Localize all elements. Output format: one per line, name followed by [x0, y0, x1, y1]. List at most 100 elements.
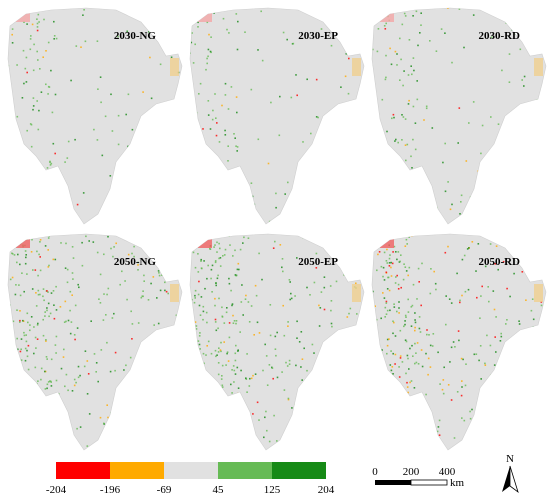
speckle	[215, 284, 217, 287]
map-panel: 2050-RD	[371, 233, 547, 451]
speckle	[399, 37, 401, 40]
speckle	[19, 174, 21, 176]
speckle	[201, 189, 204, 191]
speckle	[350, 370, 353, 372]
speckle	[292, 42, 295, 45]
speckle	[386, 262, 389, 264]
speckle	[429, 366, 432, 368]
speckle	[109, 370, 112, 373]
speckle	[86, 393, 89, 395]
speckle	[231, 409, 234, 411]
speckle	[526, 261, 529, 264]
speckle	[356, 313, 358, 315]
speckle	[301, 358, 304, 360]
speckle	[80, 46, 82, 48]
speckle	[358, 446, 360, 449]
speckle	[450, 399, 453, 401]
speckle	[200, 363, 203, 366]
speckle	[81, 264, 84, 267]
speckle	[202, 318, 204, 321]
speckle	[219, 247, 221, 250]
speckle	[109, 175, 112, 177]
speckle	[120, 425, 123, 427]
speckle	[219, 232, 221, 234]
speckle	[10, 131, 12, 133]
speckle	[191, 32, 193, 34]
speckle	[172, 380, 175, 383]
speckle	[412, 105, 415, 108]
speckle	[384, 425, 387, 427]
speckle	[320, 365, 323, 367]
speckle	[160, 28, 163, 30]
speckle	[290, 297, 293, 300]
speckle	[9, 278, 12, 281]
speckle	[63, 321, 66, 323]
speckle	[461, 258, 464, 261]
speckle	[248, 385, 251, 387]
speckle	[231, 392, 233, 394]
speckle	[386, 167, 388, 169]
speckle	[50, 200, 52, 203]
speckle	[397, 218, 399, 221]
speckle	[412, 138, 414, 141]
speckle	[355, 282, 357, 285]
speckle	[133, 255, 135, 258]
speckle	[126, 30, 128, 33]
speckle	[194, 294, 196, 297]
speckle	[413, 397, 415, 399]
speckle	[65, 373, 68, 376]
speckle	[545, 310, 546, 313]
speckle	[412, 15, 414, 17]
speckle	[539, 199, 541, 202]
speckle	[154, 449, 156, 450]
speckle	[419, 331, 422, 333]
speckle	[32, 105, 35, 107]
speckle	[396, 53, 398, 55]
speckle	[218, 297, 220, 300]
speckle	[210, 196, 213, 198]
speckle	[442, 379, 445, 381]
speckle	[29, 123, 32, 125]
speckle	[399, 329, 402, 332]
speckle	[389, 47, 391, 50]
speckle	[414, 122, 417, 124]
speckle	[349, 307, 352, 310]
speckle	[341, 417, 344, 419]
speckle	[387, 377, 390, 379]
speckle	[161, 203, 164, 206]
speckle	[307, 182, 309, 185]
speckle	[107, 287, 110, 290]
speckle	[340, 86, 342, 88]
speckle	[388, 234, 390, 237]
speckle	[372, 196, 374, 199]
speckle	[335, 359, 338, 362]
speckle	[194, 421, 197, 424]
speckle	[406, 183, 408, 185]
speckle	[390, 63, 393, 66]
speckle	[194, 439, 197, 441]
speckle	[195, 342, 198, 345]
speckle	[90, 320, 92, 322]
speckle	[60, 367, 63, 370]
speckle	[533, 234, 536, 235]
speckle	[392, 332, 394, 335]
speckle	[71, 390, 74, 392]
speckle	[55, 37, 58, 40]
speckle	[377, 188, 379, 191]
speckle	[52, 395, 55, 398]
speckle	[42, 435, 44, 438]
speckle	[254, 284, 257, 287]
speckle	[66, 281, 69, 284]
speckle	[338, 424, 340, 427]
speckle	[50, 162, 53, 165]
speckle	[401, 218, 404, 220]
speckle	[394, 353, 397, 356]
speckle	[401, 361, 404, 363]
speckle	[192, 365, 194, 368]
speckle	[82, 14, 84, 16]
speckle	[391, 445, 394, 447]
speckle	[123, 369, 125, 371]
speckle	[303, 421, 305, 423]
speckle	[218, 242, 220, 245]
